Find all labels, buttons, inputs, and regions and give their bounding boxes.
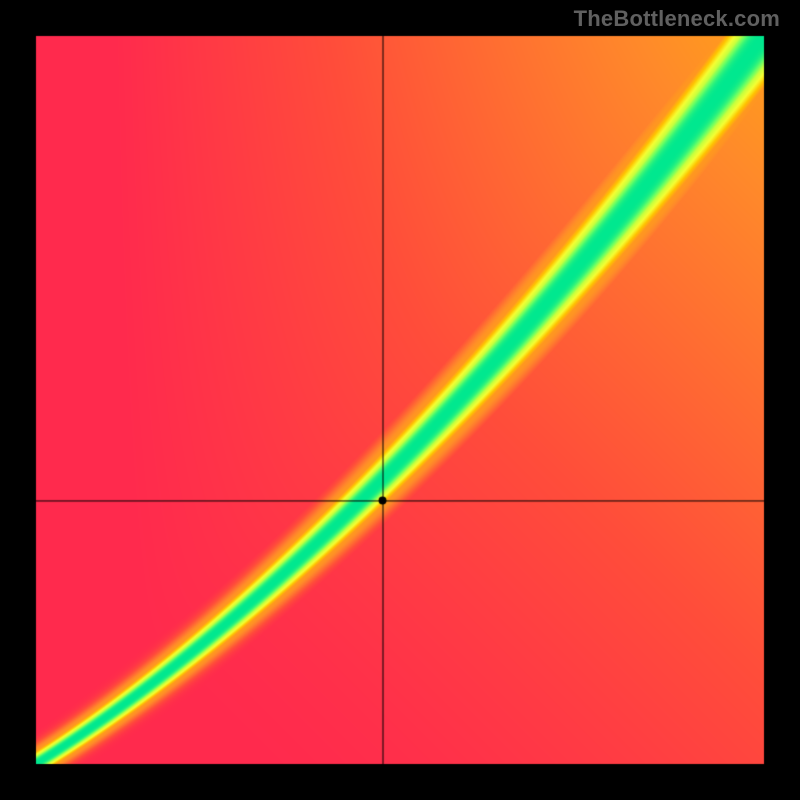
chart-container: TheBottleneck.com xyxy=(0,0,800,800)
watermark-text: TheBottleneck.com xyxy=(574,6,780,32)
heatmap-canvas xyxy=(0,0,800,800)
